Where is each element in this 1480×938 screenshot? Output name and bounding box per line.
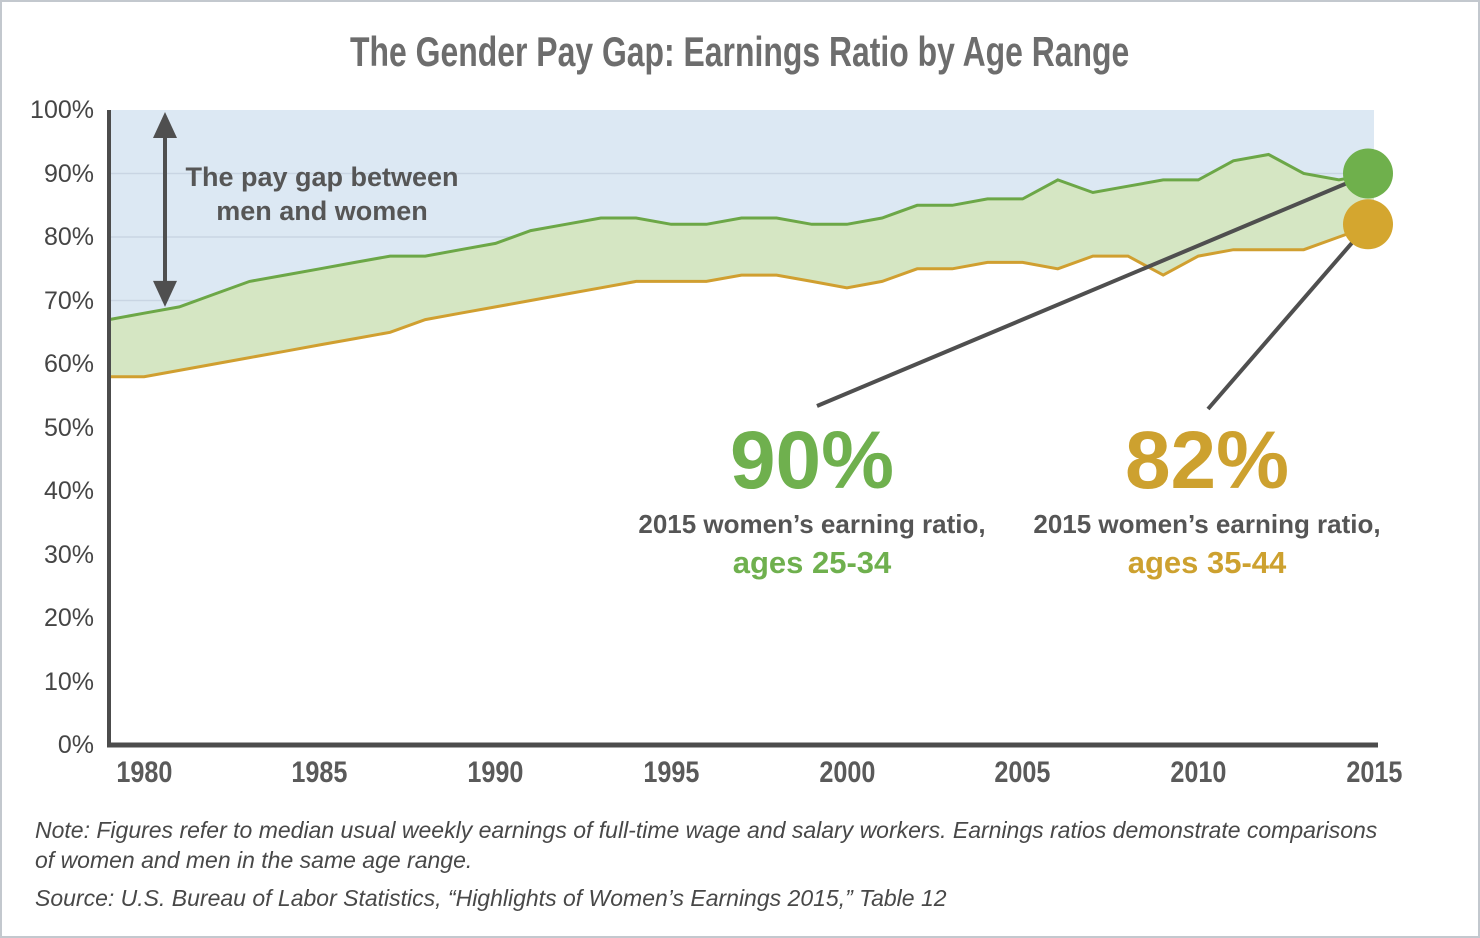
x-axis-tick-label: 1985 [291, 756, 348, 789]
callout-value-25-34: 90% [729, 415, 895, 506]
y-axis-tick-label: 0% [57, 731, 94, 759]
x-axis-tick-label: 1995 [643, 756, 700, 789]
x-axis-tick-label: 2005 [994, 756, 1051, 789]
callout-line-25-34 [816, 176, 1359, 408]
line-ages-25-34 [108, 152, 1375, 322]
note-line2: of women and men in the same age range. [35, 847, 473, 873]
callout-caption-25-34: 2015 women’s earning ratio, [638, 509, 986, 539]
x-axis-tick-label: 1990 [467, 756, 524, 789]
pay-gap-annotation-line1: The pay gap between [185, 162, 459, 192]
end-dot-25-34 [1343, 148, 1393, 199]
pay-gap-arrow-icon [153, 112, 177, 307]
callout-ages-35-44: ages 35-44 [1127, 545, 1287, 580]
source-line: Source: U.S. Bureau of Labor Statistics,… [35, 885, 947, 911]
x-axis-tick-label: 1980 [116, 756, 173, 789]
y-axis-tick-label: 70% [43, 286, 94, 315]
chart-title: The Gender Pay Gap: Earnings Ratio by Ag… [2, 28, 1478, 76]
y-axis-tick-label: 50% [43, 413, 94, 442]
y-axis-tick-label: 100% [30, 96, 94, 124]
callout-caption-35-44: 2015 women’s earning ratio, [1033, 509, 1381, 539]
y-axis-tick-label: 80% [43, 223, 94, 251]
y-axis-tick-label: 20% [43, 604, 94, 632]
pay-gap-annotation: The pay gap between men and women [172, 160, 472, 228]
callout-value-35-44: 82% [1124, 415, 1290, 506]
callout-ages-25-34: ages 25-34 [732, 545, 892, 580]
x-axis-tick-label: 2000 [818, 756, 875, 789]
pay-gap-area [109, 110, 1374, 320]
y-axis-tick-label: 10% [43, 667, 94, 696]
line-ages-35-44 [109, 222, 1375, 379]
y-axis-tick-label: 90% [43, 159, 94, 188]
chart-title-text: The Gender Pay Gap: Earnings Ratio by Ag… [350, 28, 1130, 75]
note-line1: Note: Figures refer to median usual week… [35, 817, 1378, 843]
callout-line-35-44 [1206, 229, 1364, 411]
pay-gap-annotation-line2: men and women [216, 196, 428, 226]
end-dot-35-44 [1343, 199, 1393, 250]
x-axis-tick-label: 2015 [1345, 756, 1403, 789]
x-axis-tick-label: 2010 [1170, 756, 1227, 789]
y-axis-tick-label: 30% [43, 540, 94, 569]
y-axis-tick-label: 40% [43, 477, 94, 505]
y-axis-tick-label: 60% [43, 350, 94, 378]
earnings-ratio-band-area [109, 154, 1374, 377]
